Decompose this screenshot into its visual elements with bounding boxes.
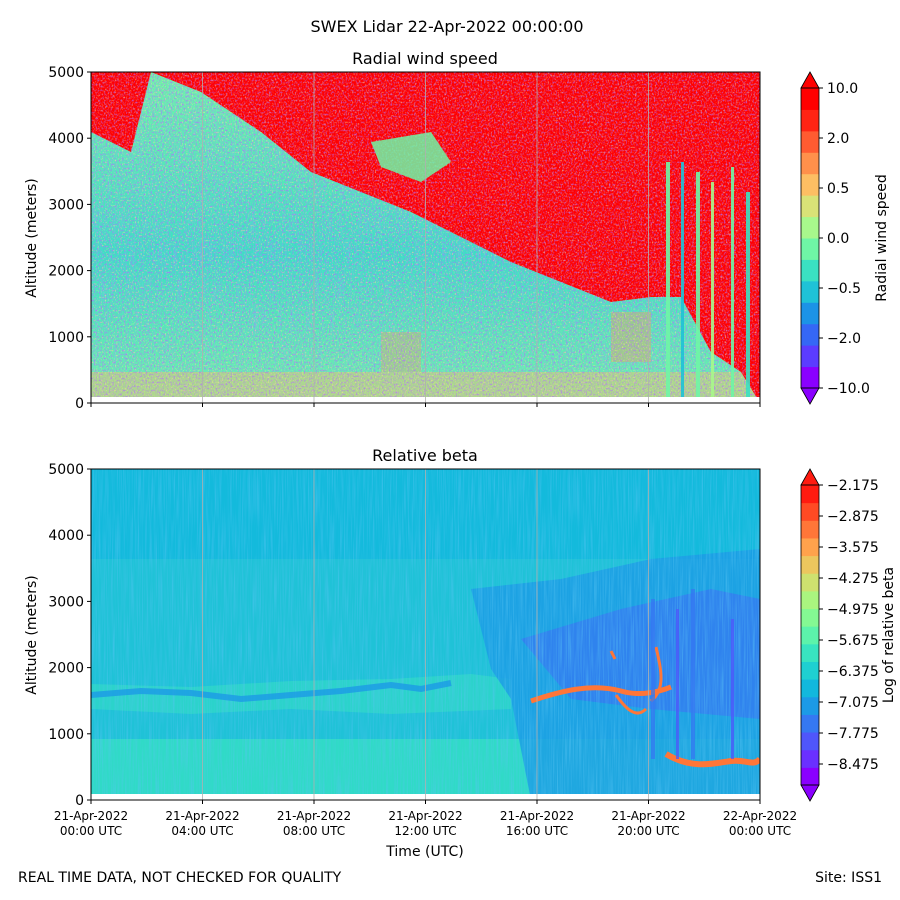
- footer-site: Site: ISS1: [815, 870, 882, 886]
- colorbar-tick-label: 0.5: [827, 181, 849, 197]
- colorbar-tick-label: −4.975: [827, 602, 879, 618]
- colorbar-segment: [801, 537, 819, 557]
- colorbar-label: Log of relative beta: [881, 567, 897, 703]
- colorbar-segment: [801, 345, 819, 368]
- colorbar-segment: [801, 173, 819, 196]
- x-tick-label-date: 21-Apr-2022: [611, 809, 685, 823]
- panel-title: Radial wind speed: [352, 49, 498, 68]
- y-tick-label: 3000: [48, 594, 84, 610]
- colorbar-tick-label: 2.0: [827, 131, 849, 147]
- colorbar-segment: [801, 216, 819, 239]
- colorbar-segment: [801, 195, 819, 218]
- colorbar-segment: [801, 302, 819, 325]
- colorbar-label: Radial wind speed: [874, 174, 890, 302]
- x-axis-label: Time (UTC): [385, 844, 463, 860]
- colorbar-segment: [801, 573, 819, 592]
- colorbar-segment: [801, 238, 819, 260]
- colorbar-segment: [801, 280, 819, 303]
- colorbar-tick-label: −7.075: [827, 695, 879, 711]
- y-tick-label: 4000: [48, 528, 84, 544]
- panel-title: Relative beta: [372, 446, 478, 465]
- colorbar-segment: [801, 502, 819, 521]
- y-tick-label: 0: [75, 396, 84, 412]
- colorbar-segment: [801, 661, 819, 680]
- x-tick-label-date: 21-Apr-2022: [388, 809, 462, 823]
- colorbar-segment: [801, 88, 819, 110]
- colorbar-extend-top: [800, 71, 820, 89]
- panel-relative-beta: Relative beta: [24, 446, 897, 809]
- colorbar-segment: [801, 109, 819, 132]
- colorbar-tick-label: −6.375: [827, 664, 879, 680]
- panel-radial-wind-speed: Radial wind speed: [24, 49, 890, 412]
- colorbar-tick-label: 10.0: [827, 81, 858, 97]
- colorbar-segment: [801, 555, 819, 574]
- x-tick-label-date: 22-Apr-2022: [723, 809, 797, 823]
- colorbar-segment: [801, 767, 819, 786]
- colorbar-segment: [801, 520, 819, 539]
- colorbar-segment: [801, 259, 819, 282]
- colorbar-frame: [800, 484, 820, 786]
- axes-panel-1: 0 1000 2000 3000 4000 5000: [48, 65, 761, 412]
- colorbar-relative-beta: −2.175 −2.875 −3.575 −4.275 −4.975 −5.675 −6.3…: [800, 468, 879, 802]
- x-tick-label-date: 21-Apr-2022: [277, 809, 351, 823]
- x-tick-label-date: 21-Apr-2022: [54, 809, 128, 823]
- y-axis-label: Altitude (meters): [24, 178, 40, 298]
- x-tick-label-date: 21-Apr-2022: [165, 809, 239, 823]
- colorbar-tick-label: −2.875: [827, 509, 879, 525]
- heatmap-area: [91, 469, 760, 800]
- colorbar-tick-label: −5.675: [827, 633, 879, 649]
- colorbar-tick-label: −8.475: [827, 757, 879, 773]
- y-tick-label: 2000: [48, 661, 84, 677]
- colorbar-segment: [801, 485, 819, 504]
- heatmap-area: [91, 72, 760, 403]
- colorbar-segment: [801, 643, 819, 662]
- colorbar-tick-label: −2.0: [827, 331, 861, 347]
- colorbar-extend-bottom: [800, 387, 820, 405]
- x-tick-label-time: 00:00 UTC: [60, 824, 122, 838]
- y-tick-label: 4000: [48, 131, 84, 147]
- colorbar-tick-label: −4.275: [827, 571, 879, 587]
- footer-quality-note: REAL TIME DATA, NOT CHECKED FOR QUALITY: [18, 870, 342, 886]
- colorbar-segment: [801, 152, 819, 175]
- figure-suptitle: SWEX Lidar 22-Apr-2022 00:00:00: [311, 17, 584, 36]
- y-axis-label: Altitude (meters): [24, 575, 40, 695]
- y-tick-label: 0: [75, 793, 84, 809]
- x-tick-label-time: 20:00 UTC: [617, 824, 679, 838]
- x-tick-label-time: 04:00 UTC: [171, 824, 233, 838]
- x-tick-label-time: 00:00 UTC: [729, 824, 791, 838]
- colorbar-extend-bottom: [800, 784, 820, 802]
- x-tick-label-time: 08:00 UTC: [283, 824, 345, 838]
- colorbar-segment: [801, 130, 819, 153]
- axes-panel-2: 0 1000 2000 3000 4000 5000: [48, 462, 761, 809]
- colorbar-tick-label: 0.0: [827, 231, 849, 247]
- colorbar-tick-label: −3.575: [827, 540, 879, 556]
- colorbar-tick-label: −2.175: [827, 478, 879, 494]
- x-tick-label-time: 16:00 UTC: [506, 824, 568, 838]
- x-tick-label-time: 12:00 UTC: [394, 824, 456, 838]
- y-tick-label: 3000: [48, 197, 84, 213]
- colorbar-tick-label: −0.5: [827, 281, 861, 297]
- colorbar-segment: [801, 323, 819, 346]
- colorbar-segment: [801, 679, 819, 698]
- colorbar-segment: [801, 696, 819, 715]
- y-tick-label: 1000: [48, 727, 84, 743]
- colorbar-radial-wind: 10.0 2.0 0.5 0.0 −0.5 −2.0 −10.0: [800, 71, 870, 405]
- y-tick-label: 5000: [48, 462, 84, 478]
- y-tick-label: 1000: [48, 330, 84, 346]
- colorbar-segment: [801, 608, 819, 627]
- colorbar-segment: [801, 714, 819, 733]
- y-tick-label: 2000: [48, 264, 84, 280]
- colorbar-tick-label: −7.775: [827, 726, 879, 742]
- colorbar-segment: [801, 732, 819, 751]
- colorbar-segment: [801, 626, 819, 645]
- x-tick-label-date: 21-Apr-2022: [500, 809, 574, 823]
- colorbar-segment: [801, 749, 819, 768]
- colorbar-segment: [801, 590, 819, 610]
- colorbar-segment: [801, 366, 819, 389]
- colorbar-extend-top: [800, 468, 820, 486]
- colorbar-tick-label: −10.0: [827, 381, 870, 397]
- y-tick-label: 5000: [48, 65, 84, 81]
